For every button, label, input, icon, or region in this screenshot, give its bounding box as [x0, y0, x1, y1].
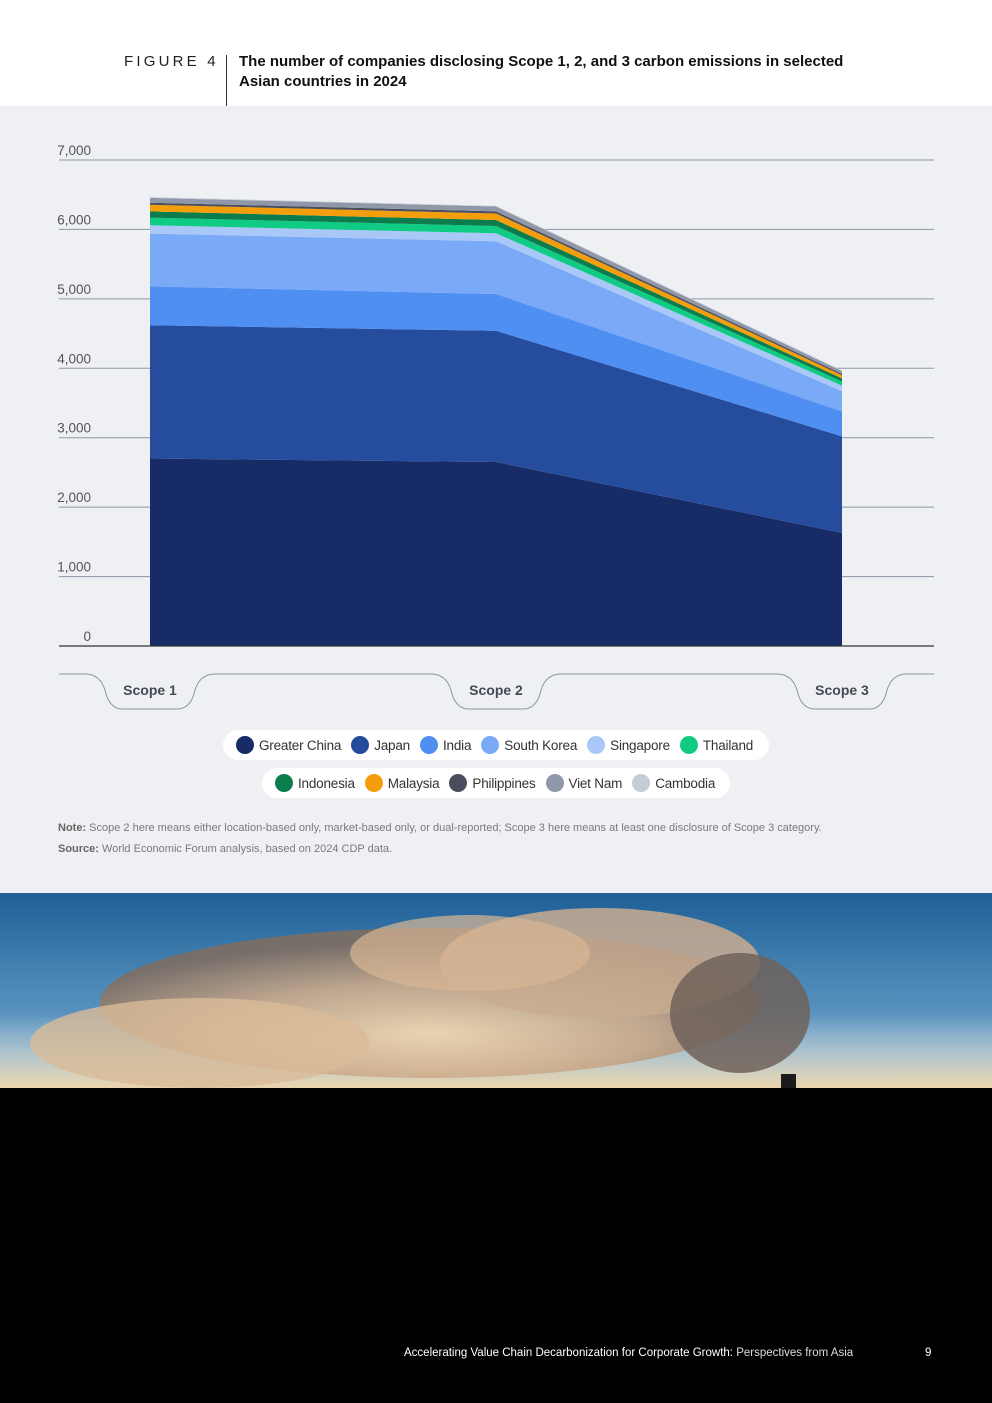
legend-swatch: [420, 736, 438, 754]
category-bracket: [59, 673, 934, 710]
legend-label: Malaysia: [387, 775, 440, 791]
area-series-south-korea: [150, 233, 842, 412]
chart-panel: 0 1,000 2,000 3,000 4,000 5,000 6,000 7,000 Scop…: [0, 106, 992, 893]
x-category-label: Scope 2: [469, 682, 523, 698]
legend-swatch: [481, 736, 500, 754]
area-series-japan: [150, 325, 842, 533]
legend-swatch: [236, 736, 254, 754]
legend-swatch: [275, 774, 293, 792]
x-category-label: Scope 1: [123, 682, 177, 698]
legend-label: Cambodia: [655, 775, 716, 791]
legend-item: Greater China: [236, 736, 341, 754]
y-tick-label: 7,000: [57, 143, 91, 158]
footer-title-bold: Accelerating Value Chain Decarbonization…: [404, 1347, 733, 1359]
y-tick-label: 1,000: [57, 560, 91, 575]
legend-item: Thailand: [679, 736, 754, 754]
smoke-illustration: [0, 908, 992, 1088]
area-chart: 0 1,000 2,000 3,000 4,000 5,000 6,000 7,000 Scop…: [57, 143, 934, 710]
y-tick-label: 4,000: [57, 351, 91, 366]
legend-item: Philippines: [449, 774, 536, 792]
area-series-greater-china: [150, 458, 842, 646]
legend-label: Indonesia: [298, 775, 355, 791]
legend-label: Japan: [374, 737, 410, 753]
legend-row-1: Greater China Japan India South Korea Singap…: [223, 730, 769, 760]
legend-item: Japan: [351, 736, 410, 754]
legend-swatch: [679, 736, 698, 754]
legend-item: Singapore: [587, 736, 670, 754]
figure-title: The number of companies disclosing Scope…: [239, 53, 844, 90]
y-tick-label: 2,000: [57, 490, 91, 505]
legend-swatch: [351, 736, 370, 754]
source-text: World Economic Forum analysis, based on …: [98, 843, 393, 855]
legend-label: Greater China: [259, 737, 342, 753]
y-tick-label: 6,000: [57, 212, 91, 227]
area-series-india: [150, 286, 842, 437]
figure-label: FIGURE 4: [124, 53, 219, 70]
note-label: Note:: [58, 822, 87, 834]
page-number: 9: [925, 1347, 932, 1359]
y-tick-label: 0: [83, 629, 91, 644]
smokestack-photo: [0, 893, 992, 1088]
legend-row-2: Indonesia Malaysia Philippines Viet Nam Camb…: [262, 768, 730, 798]
note-text: Scope 2 here means either location-based…: [86, 822, 822, 834]
chart-source: Source: World Economic Forum analysis, b…: [58, 843, 392, 855]
legend-label: Viet Nam: [568, 775, 623, 791]
legend-swatch: [449, 774, 468, 792]
legend-label: Thailand: [702, 737, 754, 753]
y-tick-label: 3,000: [57, 421, 91, 436]
legend-item: Viet Nam: [545, 774, 623, 792]
bottom-band: [0, 1088, 992, 1403]
legend-item: South Korea: [481, 736, 577, 754]
legend-label: Philippines: [472, 775, 536, 791]
footer-title-light: Perspectives from Asia: [733, 1347, 854, 1359]
legend-label: India: [443, 737, 472, 753]
x-category-label: Scope 3: [815, 682, 869, 698]
legend-swatch: [587, 736, 606, 754]
legend-item: Cambodia: [632, 774, 715, 792]
legend-item: Malaysia: [364, 774, 440, 792]
legend-swatch: [632, 774, 651, 792]
figure-divider: [226, 55, 227, 106]
source-label: Source:: [58, 843, 99, 855]
legend-swatch: [364, 774, 383, 792]
legend-label: Singapore: [610, 737, 670, 753]
footer-title: Accelerating Value Chain Decarbonization…: [404, 1347, 853, 1359]
legend-label: South Korea: [504, 737, 578, 753]
chart-note: Note: Scope 2 here means either location…: [58, 822, 822, 834]
figure-header: FIGURE 4 The number of companies disclos…: [0, 0, 992, 106]
legend-item: Indonesia: [275, 774, 355, 792]
legend-swatch: [545, 774, 564, 792]
y-tick-label: 5,000: [57, 282, 91, 297]
legend-item: India: [420, 736, 471, 754]
